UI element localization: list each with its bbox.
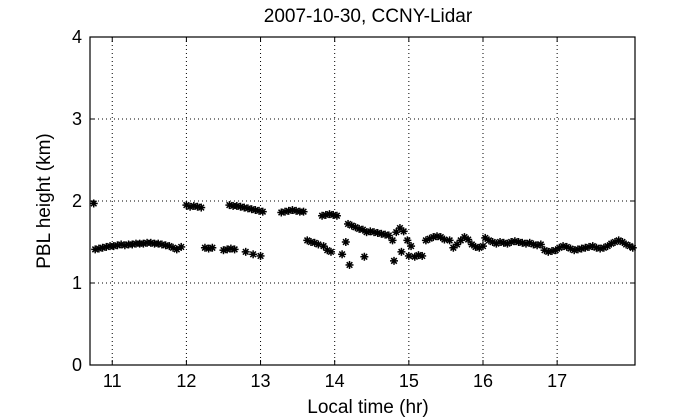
data-point [197, 203, 206, 212]
data-point [258, 207, 267, 216]
data-point [249, 250, 258, 259]
y-tick-label: 4 [72, 27, 82, 47]
data-point [241, 247, 250, 256]
data-point [399, 227, 408, 236]
x-tick-label: 14 [325, 371, 345, 391]
data-point [332, 211, 341, 220]
data-point [536, 240, 545, 249]
y-tick-label: 0 [72, 355, 82, 375]
data-point [478, 242, 487, 251]
data-point [403, 236, 412, 245]
data-point [299, 207, 308, 216]
data-point [388, 236, 397, 245]
x-axis-label: Local time (hr) [307, 397, 428, 418]
x-tick-labels: 11 12 13 14 15 16 17 [103, 371, 567, 391]
data-point [208, 243, 217, 252]
data-point [440, 235, 449, 244]
x-tick-label: 15 [399, 371, 419, 391]
data-point [177, 242, 186, 251]
data-point [404, 251, 413, 260]
x-tick-label: 11 [103, 371, 122, 391]
data-point [397, 247, 406, 256]
data-point [360, 252, 369, 261]
grid-lines [90, 37, 635, 365]
x-tick-label: 17 [547, 371, 567, 391]
y-tick-label: 1 [72, 273, 82, 293]
y-tick-label: 3 [72, 109, 82, 129]
axis-ticks [90, 36, 635, 366]
x-tick-label: 12 [176, 371, 196, 391]
data-point [338, 250, 347, 259]
data-point [326, 247, 335, 256]
x-tick-label: 16 [473, 371, 493, 391]
y-tick-label: 2 [72, 191, 82, 211]
data-point [345, 260, 354, 269]
data-point [230, 245, 239, 254]
x-tick-label: 13 [251, 371, 271, 391]
data-point [418, 251, 427, 260]
data-point [384, 231, 393, 240]
data-point [445, 236, 454, 245]
data-point [256, 251, 265, 260]
data-markers [89, 199, 637, 269]
data-point [390, 256, 399, 265]
data-point [341, 238, 350, 246]
data-point [407, 242, 416, 251]
data-point [464, 235, 473, 244]
y-tick-labels: 0 1 2 3 4 [72, 27, 82, 375]
y-axis-label: PBL height (km) [34, 133, 55, 269]
chart-title: 2007-10-30, CCNY-Lidar [264, 6, 473, 27]
